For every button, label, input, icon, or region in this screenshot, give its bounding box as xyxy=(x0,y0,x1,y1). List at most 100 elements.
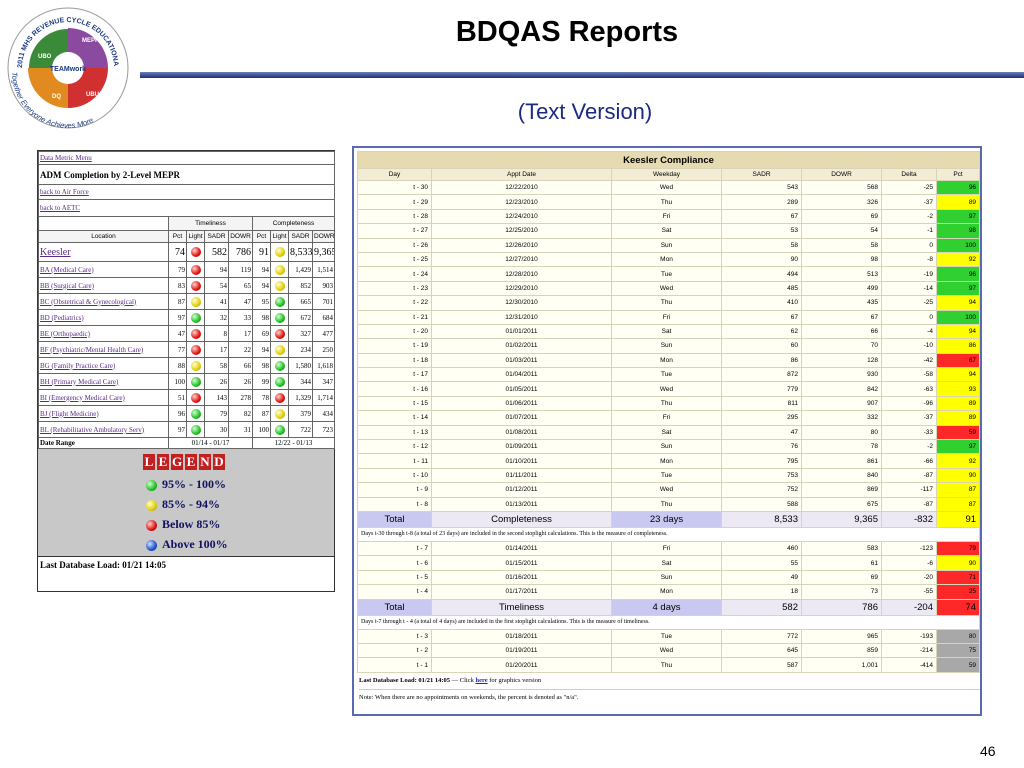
cell: -6 xyxy=(881,555,937,571)
total-cell: 23 days xyxy=(611,510,722,528)
stoplight xyxy=(190,328,201,339)
cell: -25 xyxy=(881,295,937,311)
stoplight xyxy=(274,280,285,291)
pct: 94 xyxy=(252,341,271,358)
cell: 12/26/2010 xyxy=(431,237,612,253)
day-row: t - 16 01/05/2011 Wed 779 842 -63 93 xyxy=(357,381,981,397)
location[interactable]: BF (Psychiatric/Mental Health Care) xyxy=(38,341,169,358)
location[interactable]: BA (Medical Care) xyxy=(38,261,169,278)
last-load: Last Database Load: 01/21 14:05 xyxy=(38,556,334,573)
legend-item: 95% - 100% xyxy=(146,477,226,492)
legend-item: 85% - 94% xyxy=(146,497,220,512)
cell: 54 xyxy=(801,223,882,239)
total-cell: 582 xyxy=(721,598,802,616)
dowr: 347 xyxy=(311,373,336,390)
cell: 67 xyxy=(801,309,882,325)
stoplight xyxy=(274,247,285,257)
cell: t - 29 xyxy=(357,194,432,210)
location[interactable]: BG (Family Practice Care) xyxy=(38,357,169,374)
cell: 513 xyxy=(801,266,882,282)
day-row: t - 26 12/26/2010 Sun 58 58 0 100 xyxy=(357,237,981,253)
location[interactable]: BH (Primary Medical Care) xyxy=(38,373,169,390)
cell: t - 9 xyxy=(357,482,432,498)
pct: 87 xyxy=(252,405,271,422)
column-header: Pct xyxy=(935,168,981,181)
location[interactable]: BJ (Flight Medicine) xyxy=(38,405,169,422)
pct: 100 xyxy=(252,421,271,438)
graphics-link[interactable]: here xyxy=(475,676,488,684)
day-row: t - 4 01/17/2011 Mon 18 73 -55 25 xyxy=(357,584,981,600)
day-row: t - 10 01/11/2011 Tue 753 840 -87 90 xyxy=(357,467,981,484)
day-row: t - 30 12/22/2010 Wed 543 568 -25 96 xyxy=(357,179,981,196)
stoplight xyxy=(274,264,285,275)
cell: 410 xyxy=(721,295,802,311)
cell: Fri xyxy=(611,309,722,325)
nav-link[interactable]: back to AETC xyxy=(37,199,336,217)
cell: Wed xyxy=(611,179,722,196)
day-row: t - 2 01/19/2011 Wed 645 859 -214 75 xyxy=(357,642,981,659)
menu-link[interactable]: Data Metric Menu xyxy=(37,151,336,165)
pct: 87 xyxy=(168,293,187,310)
cell: -37 xyxy=(881,410,937,426)
day-row: t - 5 01/16/2011 Sun 49 69 -20 71 xyxy=(357,569,981,586)
cell: 795 xyxy=(721,453,802,469)
cell: 92 xyxy=(935,251,981,268)
cell: 460 xyxy=(721,540,802,557)
title-rule xyxy=(140,72,1024,78)
column-header: DOWR xyxy=(311,230,336,243)
cell: 80 xyxy=(935,628,981,644)
cell: t - 8 xyxy=(357,496,432,512)
footer-load-text: Last Database Load: 01/21 14:05 xyxy=(359,676,451,684)
stoplight xyxy=(190,280,201,291)
cell: 01/15/2011 xyxy=(431,555,612,571)
dowr: 701 xyxy=(311,293,336,310)
sadr: 58 xyxy=(204,357,229,374)
location-row: BJ (Flight Medicine) 96 79 82 87 379 434 xyxy=(38,405,336,422)
day-row: t - 24 12/28/2010 Tue 494 513 -19 96 xyxy=(357,266,981,282)
cell: t - 15 xyxy=(357,395,432,412)
dowr: 786 xyxy=(228,242,253,262)
cell: 753 xyxy=(721,467,802,484)
cell: 93 xyxy=(935,381,981,397)
cell: 87 xyxy=(935,482,981,498)
stoplight xyxy=(190,408,201,419)
legend-item: Above 100% xyxy=(146,537,228,552)
light-cell xyxy=(270,325,289,342)
location[interactable]: BL (Rehabilitative Ambulatory Serv) xyxy=(38,421,169,438)
dowr: 1,714 xyxy=(311,389,336,406)
light-cell xyxy=(270,357,289,374)
cell: t - 28 xyxy=(357,208,432,225)
nav-link[interactable]: back to Air Force xyxy=(37,184,336,200)
cell: 18 xyxy=(721,584,802,600)
cell: 79 xyxy=(935,540,981,557)
location[interactable]: BC (Obstetrical & Gynecological) xyxy=(38,293,169,310)
light-cell xyxy=(270,421,289,438)
location[interactable]: BB (Surgical Care) xyxy=(38,277,169,294)
section-note: Days t-7 through t - 4 (a total of 4 day… xyxy=(356,614,981,630)
page-number: 46 xyxy=(980,743,996,759)
cell: -96 xyxy=(881,395,937,412)
pct: 100 xyxy=(168,373,187,390)
logo-center xyxy=(52,52,84,84)
cell: -2 xyxy=(881,208,937,225)
column-header: Location xyxy=(38,230,169,243)
cell: 97 xyxy=(935,208,981,225)
pct: 79 xyxy=(168,261,187,278)
cell: t - 27 xyxy=(357,223,432,239)
cell: 87 xyxy=(935,496,981,512)
cell: -87 xyxy=(881,496,937,512)
location[interactable]: BI (Emergency Medical Care) xyxy=(38,389,169,406)
cell: 1,001 xyxy=(801,657,882,673)
location[interactable]: BD (Pediatrics) xyxy=(38,309,169,326)
location[interactable]: BE (Orthopaedic) xyxy=(38,325,169,342)
day-row: t - 25 12/27/2010 Mon 90 98 -8 92 xyxy=(357,251,981,268)
cell: Mon xyxy=(611,251,722,268)
cell: 55 xyxy=(721,555,802,571)
location[interactable]: Keesler xyxy=(38,242,169,262)
cell: t - 24 xyxy=(357,266,432,282)
location-row: BG (Family Practice Care) 88 58 66 98 1,580 1,… xyxy=(38,357,336,374)
cell: 66 xyxy=(801,323,882,340)
cell: -66 xyxy=(881,453,937,469)
cell: 872 xyxy=(721,367,802,383)
cell: Fri xyxy=(611,410,722,426)
